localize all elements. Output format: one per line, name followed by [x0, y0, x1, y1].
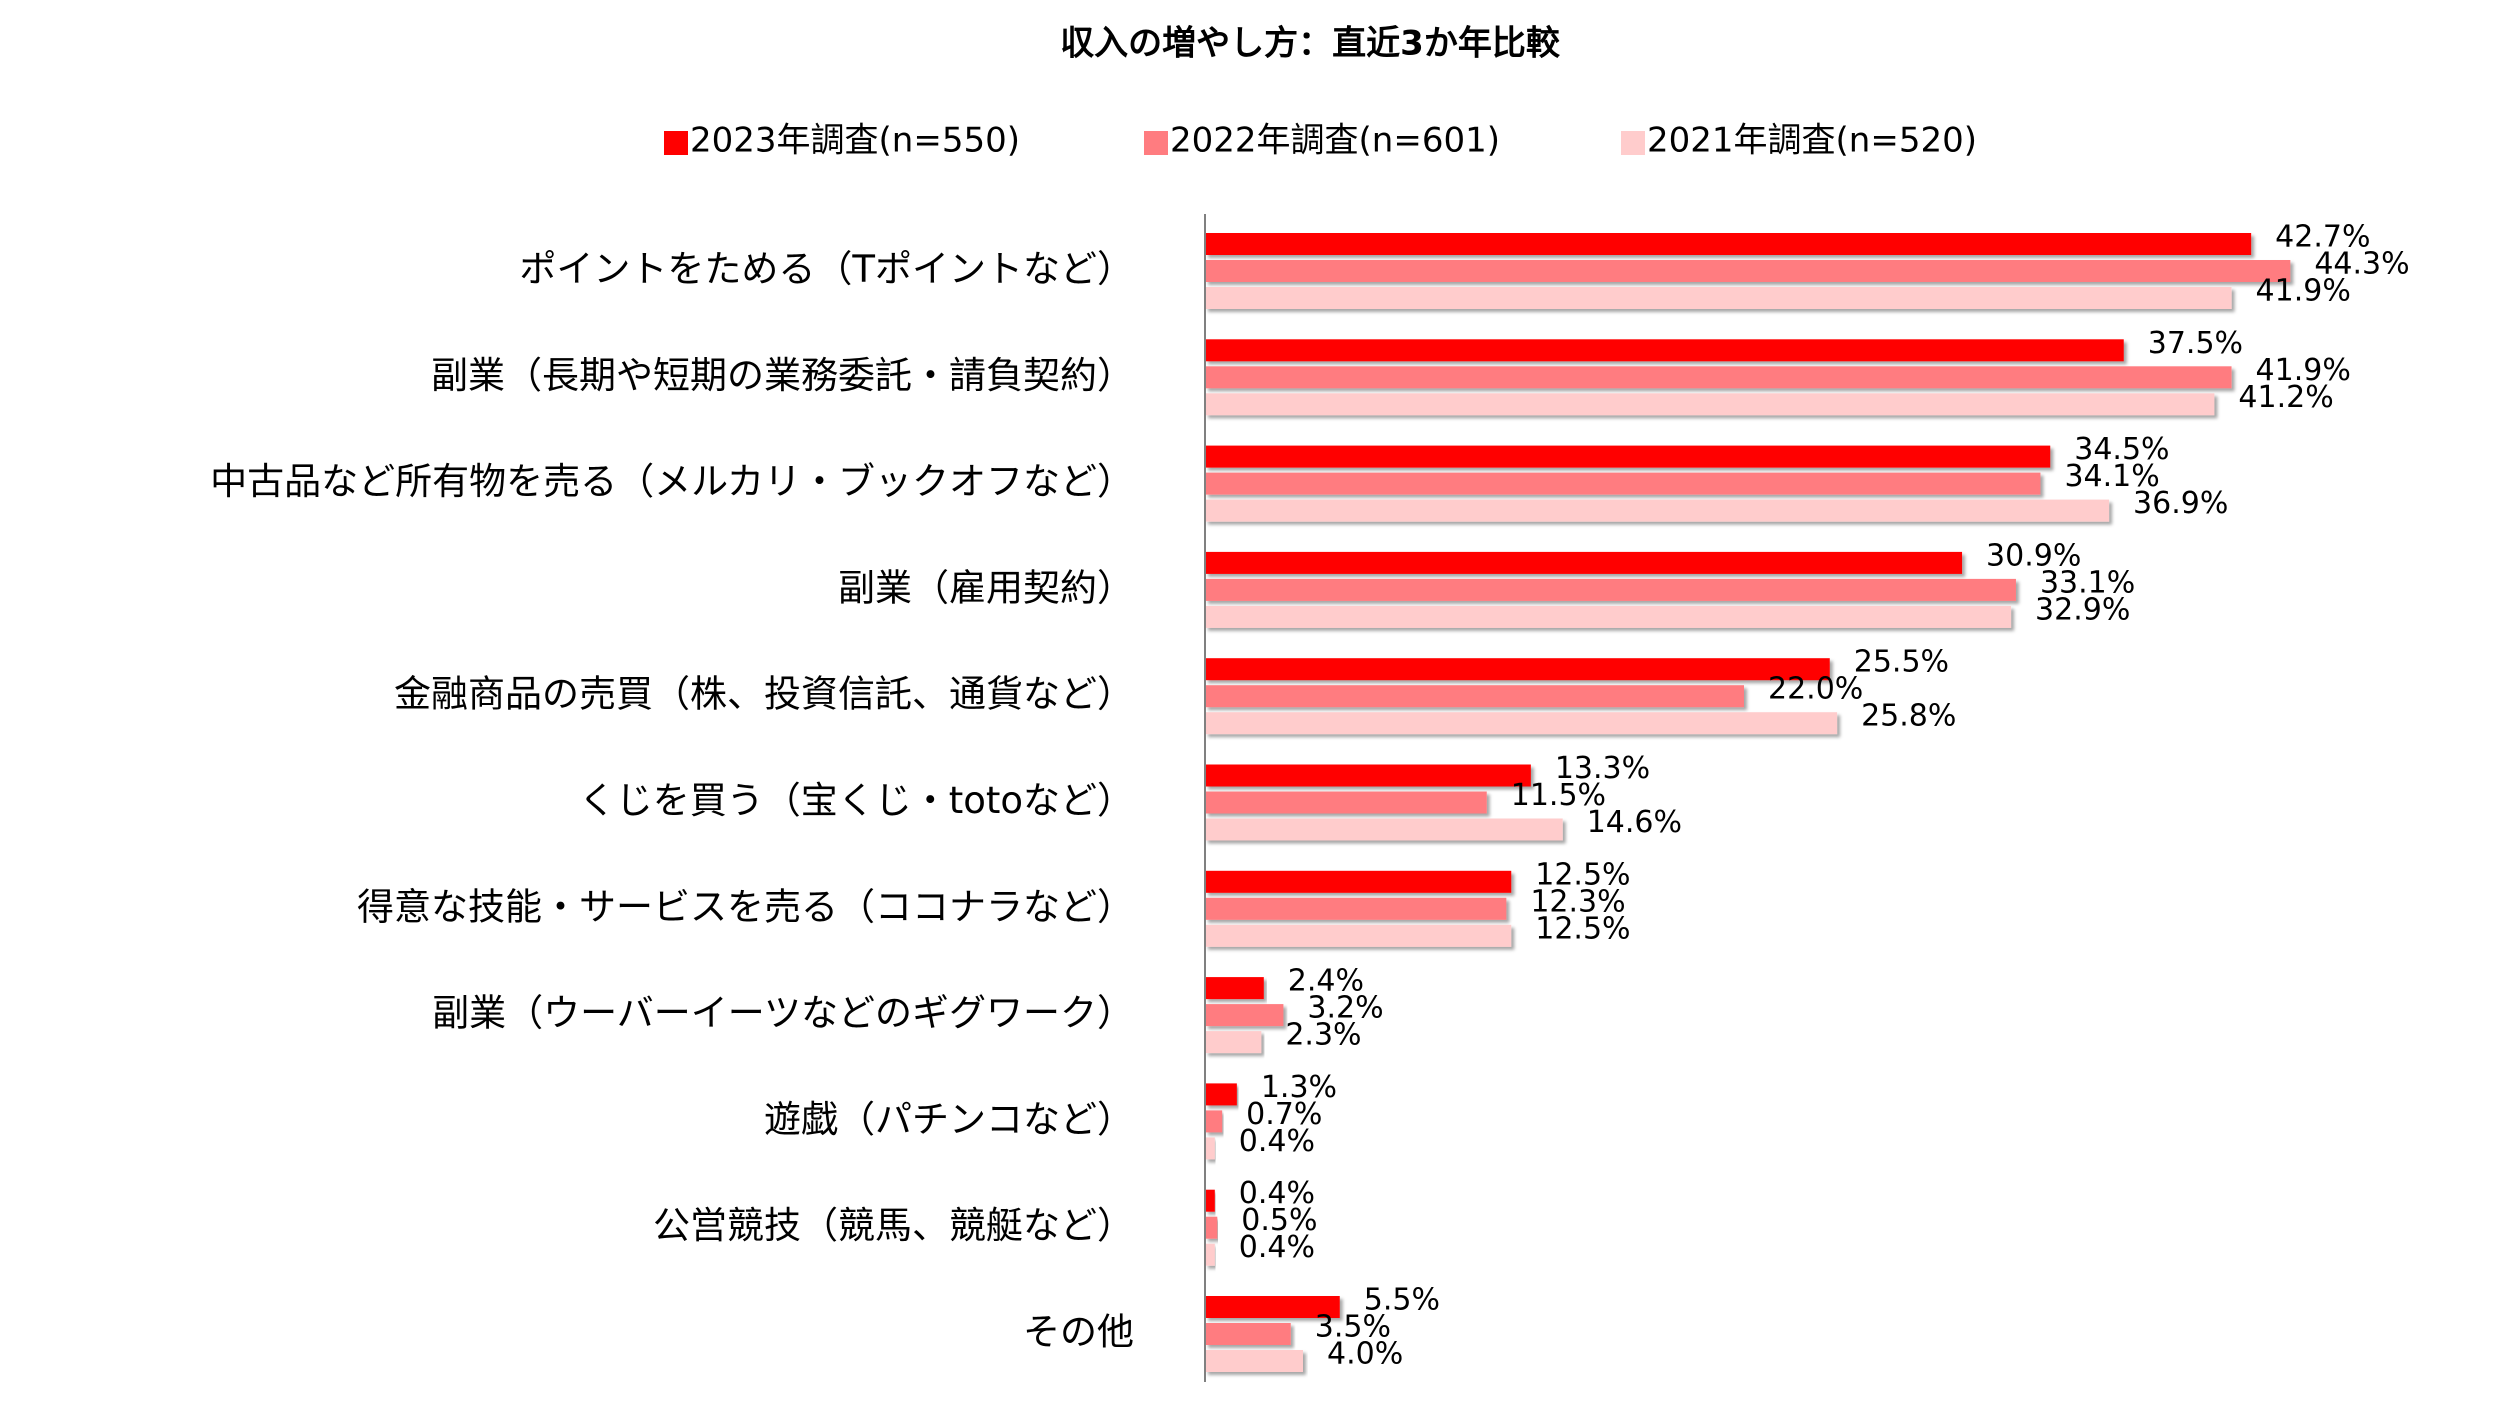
value-label: 13.3%: [1555, 751, 1650, 786]
legend-swatch: [1144, 131, 1168, 155]
value-label: 0.4%: [1239, 1176, 1315, 1211]
legend-swatch: [664, 131, 688, 155]
bar: [1205, 791, 1487, 814]
value-label: 0.7%: [1246, 1097, 1322, 1132]
value-label: 12.5%: [1535, 857, 1630, 892]
legend-swatch: [1621, 131, 1645, 155]
bar: [1205, 393, 2215, 416]
chart-title: 収入の増やし方：直近3か年比較: [1060, 24, 1561, 64]
bar: [1205, 818, 1563, 841]
value-label: 5.5%: [1364, 1283, 1440, 1318]
bar: [1205, 551, 1963, 574]
bar: [1205, 1031, 1262, 1054]
category-label: くじを買う（宝くじ・totoなど）: [579, 779, 1134, 822]
bar: [1205, 233, 2252, 255]
value-label: 33.1%: [2040, 565, 2135, 600]
bar: [1205, 712, 1838, 735]
bar: [1205, 472, 2041, 495]
value-label: 34.1%: [2064, 459, 2159, 494]
category-label: 金融商品の売買（株、投資信託、通貨など）: [394, 673, 1134, 716]
bar: [1205, 658, 1830, 681]
value-label: 0.5%: [1241, 1203, 1317, 1238]
value-label: 44.3%: [2314, 247, 2409, 282]
value-label: 3.2%: [1307, 991, 1383, 1026]
category-label: その他: [1023, 1311, 1134, 1354]
value-label: 41.9%: [2256, 274, 2351, 309]
bar: [1205, 1137, 1215, 1160]
bar: [1205, 1216, 1218, 1239]
value-label: 11.5%: [1511, 778, 1606, 813]
legend-label: 2023年調査(n=550): [690, 121, 1020, 161]
value-label: 22.0%: [1768, 672, 1863, 707]
bar: [1205, 578, 2016, 601]
bar: [1205, 287, 2232, 309]
value-label: 41.2%: [2238, 380, 2333, 415]
legend-label: 2021年調査(n=520): [1647, 121, 1977, 161]
value-label: 32.9%: [2035, 592, 2130, 627]
bar: [1205, 1243, 1215, 1266]
category-label: 公営競技（競馬、競艇など）: [653, 1204, 1134, 1247]
value-label: 41.9%: [2256, 353, 2351, 388]
bar: [1205, 445, 2051, 468]
bar: [1205, 1350, 1303, 1372]
value-label: 2.4%: [1288, 964, 1364, 999]
bar: [1205, 870, 1512, 893]
value-label: 4.0%: [1327, 1337, 1403, 1372]
category-label: 副業（長期や短期の業務委託・請負契約）: [431, 354, 1134, 397]
category-label: 遊戯（パチンコなど）: [764, 1098, 1134, 1141]
value-label: 0.4%: [1239, 1230, 1315, 1265]
bar: [1205, 764, 1531, 787]
category-label: 得意な技能・サービスを売る（ココナラなど）: [357, 885, 1134, 928]
value-label: 34.5%: [2074, 432, 2169, 467]
bar: [1205, 1189, 1215, 1212]
value-label: 3.5%: [1315, 1310, 1391, 1345]
value-label: 12.3%: [1530, 884, 1625, 919]
bar: [1205, 366, 2232, 389]
value-label: 25.5%: [1854, 645, 1949, 680]
bar: [1205, 339, 2124, 362]
bar: [1205, 977, 1264, 1000]
bar: [1205, 1083, 1237, 1106]
bar: [1205, 1296, 1340, 1318]
category-label: 副業（雇用契約）: [838, 566, 1134, 609]
bar: [1205, 1110, 1223, 1133]
value-label: 2.3%: [1285, 1018, 1361, 1053]
value-label: 30.9%: [1986, 538, 2081, 573]
value-label: 25.8%: [1861, 699, 1956, 734]
bar: [1205, 499, 2110, 522]
category-label: 中古品など所有物を売る（メルカリ・ブックオフなど）: [210, 460, 1134, 503]
bar: [1205, 685, 1744, 708]
bar: [1205, 1323, 1291, 1345]
bar: [1205, 260, 2291, 282]
bar: [1205, 924, 1512, 947]
value-label: 12.5%: [1535, 911, 1630, 946]
bar: [1205, 897, 1507, 920]
value-label: 14.6%: [1587, 805, 1682, 840]
bar: [1205, 605, 2012, 628]
category-label: 副業（ウーバーイーツなどのギグワーク）: [432, 992, 1134, 1035]
value-label: 37.5%: [2148, 326, 2243, 361]
bar: [1205, 1004, 1284, 1027]
value-label: 42.7%: [2275, 220, 2370, 255]
legend-label: 2022年調査(n=601): [1170, 121, 1500, 161]
category-label: ポイントをためる（Tポイントなど）: [519, 248, 1134, 291]
value-label: 36.9%: [2133, 486, 2228, 521]
value-label: 0.4%: [1239, 1124, 1315, 1159]
value-label: 1.3%: [1261, 1070, 1337, 1105]
